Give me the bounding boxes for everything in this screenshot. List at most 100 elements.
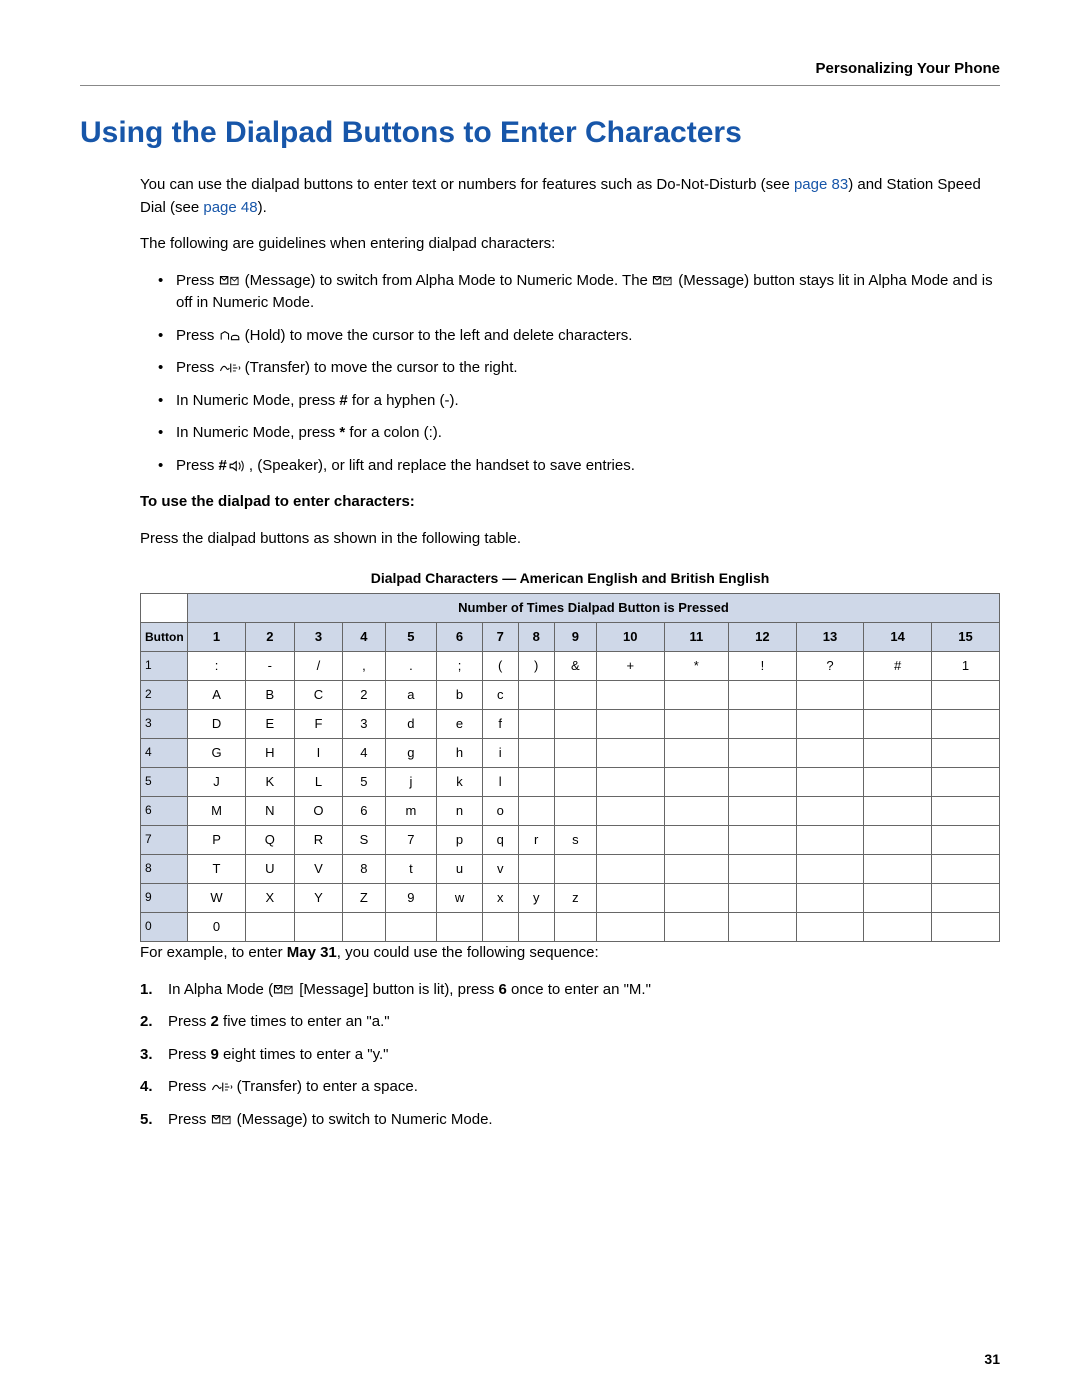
char-cell <box>554 768 596 797</box>
button-cell: 0 <box>141 913 188 942</box>
intro-post: ). <box>258 199 267 216</box>
char-cell <box>596 913 664 942</box>
dialpad-table: Number of Times Dialpad Button is Presse… <box>140 593 1000 942</box>
guideline-item: Press (Transfer) to move the cursor to t… <box>158 357 1000 380</box>
char-cell <box>554 913 596 942</box>
guideline-item: In Numeric Mode, press * for a colon (:)… <box>158 422 1000 445</box>
char-cell: g <box>385 739 437 768</box>
table-row: 7PQRS7pqrs <box>141 826 1000 855</box>
char-cell <box>596 797 664 826</box>
char-cell: / <box>294 652 343 681</box>
char-cell: J <box>188 768 246 797</box>
char-cell: v <box>482 855 518 884</box>
char-cell <box>931 710 999 739</box>
char-cell: - <box>246 652 295 681</box>
char-cell <box>796 710 864 739</box>
button-cell: 2 <box>141 681 188 710</box>
char-cell <box>664 826 728 855</box>
steps-list: In Alpha Mode ( [Message] button is lit)… <box>140 979 1000 1132</box>
page-number: 31 <box>984 1351 1000 1367</box>
char-cell: C <box>294 681 343 710</box>
char-cell <box>796 884 864 913</box>
char-cell: ( <box>482 652 518 681</box>
table-row: 8TUV8tuv <box>141 855 1000 884</box>
char-cell <box>729 768 797 797</box>
example-post: , you could use the following sequence: <box>337 944 599 961</box>
char-cell <box>518 739 554 768</box>
char-cell: 0 <box>188 913 246 942</box>
char-cell: F <box>294 710 343 739</box>
char-cell <box>729 855 797 884</box>
char-cell: V <box>294 855 343 884</box>
char-cell: I <box>294 739 343 768</box>
char-cell: h <box>437 739 482 768</box>
char-cell <box>864 826 932 855</box>
char-cell <box>294 913 343 942</box>
char-cell: 1 <box>931 652 999 681</box>
table-row: 2ABC2abc <box>141 681 1000 710</box>
char-cell <box>554 797 596 826</box>
char-cell: ! <box>729 652 797 681</box>
char-cell <box>864 913 932 942</box>
press-count-header: 11 <box>664 623 728 652</box>
char-cell: a <box>385 681 437 710</box>
button-cell: 5 <box>141 768 188 797</box>
table-body: 1:-/,.;()&+*!?#12ABC2abc3DEF3def4GHI4ghi… <box>141 652 1000 942</box>
speaker-icon <box>227 458 249 472</box>
char-cell <box>554 739 596 768</box>
link-page-48[interactable]: page 48 <box>203 199 257 216</box>
link-page-83[interactable]: page 83 <box>794 176 848 193</box>
char-cell <box>796 855 864 884</box>
char-cell <box>518 768 554 797</box>
char-cell <box>518 797 554 826</box>
char-cell <box>518 681 554 710</box>
char-cell <box>864 768 932 797</box>
char-cell: Y <box>294 884 343 913</box>
char-cell: x <box>482 884 518 913</box>
char-cell <box>385 913 437 942</box>
char-cell <box>729 710 797 739</box>
guideline-item: Press #, (Speaker), or lift and replace … <box>158 455 1000 478</box>
table-row: 6MNO6mno <box>141 797 1000 826</box>
char-cell: e <box>437 710 482 739</box>
char-cell: k <box>437 768 482 797</box>
char-cell <box>596 826 664 855</box>
char-cell <box>596 855 664 884</box>
char-cell <box>596 681 664 710</box>
char-cell: Q <box>246 826 295 855</box>
example-intro: For example, to enter May 31, you could … <box>140 942 1000 965</box>
char-cell <box>864 739 932 768</box>
char-cell <box>729 797 797 826</box>
button-cell: 3 <box>141 710 188 739</box>
step-item: Press (Transfer) to enter a space. <box>140 1076 1000 1099</box>
step-item: Press (Message) to switch to Numeric Mod… <box>140 1109 1000 1132</box>
char-cell: n <box>437 797 482 826</box>
char-cell <box>729 739 797 768</box>
char-cell <box>596 739 664 768</box>
char-cell <box>554 710 596 739</box>
button-cell: 9 <box>141 884 188 913</box>
table-row: 3DEF3def <box>141 710 1000 739</box>
char-cell: S <box>343 826 385 855</box>
step-item: In Alpha Mode ( [Message] button is lit)… <box>140 979 1000 1002</box>
char-cell <box>664 710 728 739</box>
char-cell <box>796 797 864 826</box>
char-cell: G <box>188 739 246 768</box>
button-cell: 6 <box>141 797 188 826</box>
table-row: 1:-/,.;()&+*!?#1 <box>141 652 1000 681</box>
body-content: You can use the dialpad buttons to enter… <box>140 174 1000 1131</box>
char-cell: # <box>864 652 932 681</box>
char-cell <box>664 797 728 826</box>
message-icon <box>219 273 241 287</box>
char-cell <box>518 855 554 884</box>
char-cell <box>437 913 482 942</box>
step-item: Press 9 eight times to enter a "y." <box>140 1044 1000 1067</box>
char-cell: c <box>482 681 518 710</box>
char-cell: U <box>246 855 295 884</box>
char-cell <box>664 855 728 884</box>
document-page: Personalizing Your Phone Using the Dialp… <box>0 0 1080 1397</box>
char-cell <box>931 913 999 942</box>
char-cell <box>729 681 797 710</box>
char-cell: ) <box>518 652 554 681</box>
char-cell: t <box>385 855 437 884</box>
